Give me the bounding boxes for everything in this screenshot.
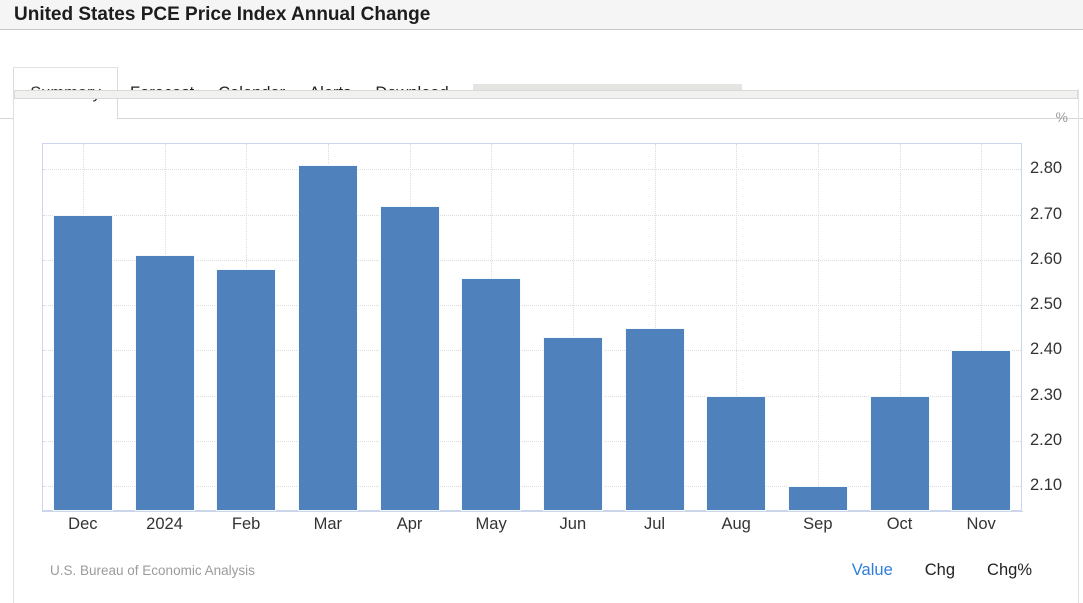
x-axis-tick-label: May <box>475 515 507 533</box>
y-axis-tick-label: 2.70 <box>1030 204 1063 223</box>
y-axis-tick-label: 2.10 <box>1030 476 1063 495</box>
page-header: United States PCE Price Index Annual Cha… <box>0 0 1083 30</box>
x-axis-line <box>42 511 1023 512</box>
plot-area-border <box>42 143 1022 511</box>
scrollbar-thumb[interactable] <box>473 84 742 90</box>
footer-link-value[interactable]: Value <box>851 561 893 579</box>
y-axis-tick-label: 2.80 <box>1030 159 1063 178</box>
gridline-vertical <box>654 144 656 510</box>
bar-mar[interactable] <box>297 164 358 511</box>
gridline-vertical <box>981 144 983 510</box>
y-axis-tick-label: 2.60 <box>1030 249 1063 268</box>
gridline-horizontal <box>43 259 1021 261</box>
gridline-horizontal <box>43 395 1021 397</box>
tab-bar: Summary ForecastCalendarAlertsDownload <box>0 30 1083 119</box>
bar-sep[interactable] <box>787 486 848 511</box>
x-axis-tick-label: Mar <box>313 515 343 533</box>
gridline-horizontal <box>43 350 1021 352</box>
gridline-vertical <box>736 144 738 510</box>
footer-link-chg[interactable]: Chg <box>924 561 956 579</box>
x-axis-tick-label: Feb <box>231 515 261 533</box>
x-axis-tick-label: Dec <box>68 515 98 533</box>
gridline-horizontal <box>43 440 1021 442</box>
bar-may[interactable] <box>461 277 522 511</box>
bar-aug[interactable] <box>706 395 767 511</box>
bar-jun[interactable] <box>542 336 603 511</box>
y-axis-tick-label: 2.50 <box>1030 295 1063 313</box>
y-axis-tick-label: 2.40 <box>1030 340 1063 359</box>
x-axis-tick-label: Nov <box>966 515 996 533</box>
tabbar-border-right <box>118 118 1083 119</box>
bar-feb[interactable] <box>216 268 277 511</box>
footer-view-options: Value Chg Chg% <box>852 561 1032 580</box>
x-axis-tick-label: Jun <box>559 515 587 533</box>
gridline-horizontal <box>43 169 1021 171</box>
gridline-vertical <box>899 144 901 510</box>
x-axis-tick-label: Apr <box>396 515 423 533</box>
y-axis-tick-label: 2.30 <box>1030 385 1063 404</box>
panel-border-right <box>1078 89 1079 603</box>
page-title: United States PCE Price Index Annual Cha… <box>14 4 431 25</box>
x-axis-tick-label: Jul <box>643 515 666 533</box>
scrollbar-track[interactable] <box>14 90 1078 99</box>
gridline-horizontal <box>43 305 1021 306</box>
x-axis-tick-label: Oct <box>886 515 913 533</box>
gridline-horizontal <box>43 214 1021 216</box>
gridline-horizontal <box>43 486 1021 488</box>
bar-jul[interactable] <box>624 327 685 511</box>
bar-dec[interactable] <box>52 214 113 511</box>
y-axis-tick-label: 2.20 <box>1030 430 1063 449</box>
panel-border-left <box>13 89 14 603</box>
tabbar-border-left <box>0 118 13 119</box>
x-axis-tick-label: Aug <box>721 515 751 533</box>
y-axis-unit-label: % <box>1055 109 1068 125</box>
bar-2024[interactable] <box>134 255 195 511</box>
footer-link-chg-pct[interactable]: Chg% <box>987 561 1032 579</box>
bar-apr[interactable] <box>379 205 440 511</box>
x-axis-tick-label: Sep <box>803 515 833 533</box>
gridline-vertical <box>572 144 574 510</box>
bar-nov[interactable] <box>951 350 1012 511</box>
source-attribution: U.S. Bureau of Economic Analysis <box>50 563 255 578</box>
bar-oct[interactable] <box>869 395 930 511</box>
x-axis-tick-label: 2024 <box>146 515 183 533</box>
gridline-vertical <box>817 144 819 510</box>
